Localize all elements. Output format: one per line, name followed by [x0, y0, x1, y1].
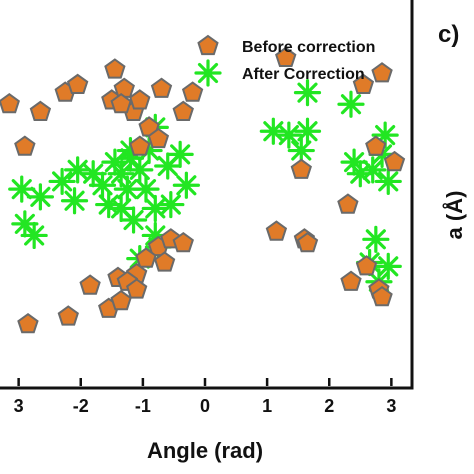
point-after-correction: [157, 190, 185, 219]
point-before-correction: [113, 77, 135, 98]
x-tick-label: -2: [73, 396, 89, 416]
point-after-correction: [374, 167, 402, 196]
point-after-correction: [293, 79, 322, 107]
point-before-correction: [135, 247, 157, 268]
point-after-correction: [132, 175, 160, 203]
point-before-correction: [29, 100, 52, 121]
legend: Before correction After Correction: [194, 34, 375, 87]
point-before-correction: [337, 193, 359, 214]
x-tick-label: 2: [324, 396, 334, 416]
x-tick-label: -1: [135, 396, 151, 416]
point-before-correction: [365, 135, 387, 156]
point-before-correction: [172, 231, 194, 253]
point-before-correction: [126, 278, 148, 299]
plot-frame: [0, 0, 414, 390]
legend-marker-after-correction: [194, 59, 222, 87]
point-before-correction: [371, 285, 393, 307]
point-before-correction: [355, 255, 378, 276]
point-after-correction: [359, 156, 387, 184]
panel-label: c): [438, 21, 459, 48]
legend-label-before-correction: Before correction: [242, 39, 375, 56]
point-after-correction: [64, 156, 92, 184]
point-after-correction: [126, 156, 154, 184]
point-before-correction: [296, 231, 319, 253]
point-after-correction: [48, 167, 76, 196]
point-after-correction: [259, 117, 287, 145]
point-before-correction: [352, 73, 375, 94]
point-after-correction: [88, 171, 117, 199]
point-after-correction: [337, 90, 365, 118]
x-tick-label: 0: [200, 396, 210, 416]
x-tick-label: 1: [262, 396, 272, 416]
legend-label-after-correction: After Correction: [242, 66, 365, 83]
point-after-correction: [154, 152, 182, 180]
point-after-correction: [60, 187, 89, 215]
x-axis-title: Angle (rad): [147, 438, 263, 463]
point-after-correction: [293, 117, 322, 145]
point-after-correction: [8, 175, 36, 203]
point-before-correction: [147, 127, 170, 149]
point-before-correction: [290, 158, 312, 179]
point-before-correction: [129, 135, 151, 156]
point-after-correction: [26, 183, 54, 211]
point-before-correction: [340, 270, 362, 291]
point-before-correction: [181, 81, 204, 102]
point-before-correction: [57, 305, 79, 326]
legend-pentagon-icon: [197, 34, 219, 56]
point-before-correction: [383, 150, 406, 172]
point-after-correction: [20, 221, 48, 250]
point-before-correction: [14, 135, 36, 156]
point-before-correction: [265, 220, 288, 241]
point-after-correction: [275, 121, 303, 149]
point-before-correction: [66, 73, 89, 94]
point-before-correction: [110, 92, 132, 114]
point-before-correction: [104, 58, 126, 79]
x-tick-label: 3: [386, 396, 396, 416]
point-after-correction: [172, 171, 200, 199]
data-points: [0, 46, 406, 334]
point-before-correction: [17, 312, 39, 334]
point-before-correction: [371, 62, 393, 83]
point-before-correction: [129, 89, 151, 110]
point-after-correction: [287, 136, 315, 165]
point-before-correction: [110, 289, 132, 311]
point-before-correction: [150, 77, 173, 98]
point-before-correction: [275, 46, 297, 67]
point-after-correction: [119, 206, 148, 234]
point-after-correction: [141, 194, 169, 223]
x-axis-ticks: 3 -2 -1 0 1 2 3: [14, 378, 396, 416]
point-after-correction: [113, 175, 141, 203]
point-before-correction: [172, 100, 194, 121]
point-before-correction: [0, 92, 20, 114]
legend-marker-before-correction: [197, 34, 219, 56]
legend-asterisk-icon: [194, 59, 222, 87]
right-axis-title: a (Å): [441, 191, 467, 240]
point-before-correction: [153, 251, 176, 272]
point-after-correction: [362, 225, 390, 253]
point-before-correction: [79, 274, 101, 295]
x-tick-label: 3: [14, 396, 24, 416]
